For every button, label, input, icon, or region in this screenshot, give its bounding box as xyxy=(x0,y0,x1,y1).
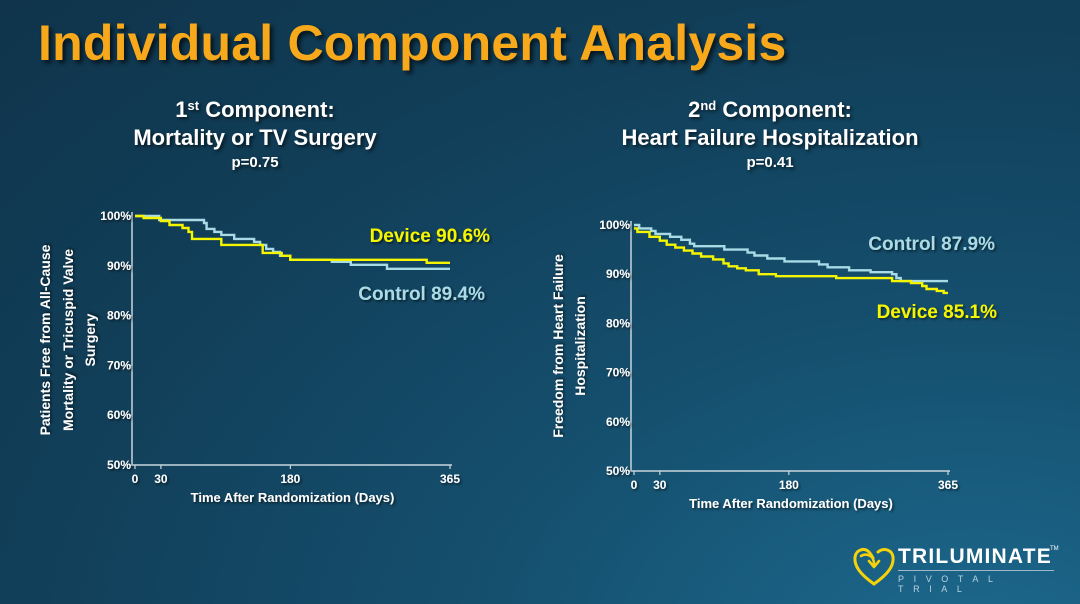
panel-2-ordinal-suffix: nd xyxy=(700,98,717,113)
logo-name: TRILUMINATE xyxy=(898,545,1052,568)
y-axis-title-line: Mortality or Tricuspid Valve xyxy=(60,249,76,431)
panel-1-heading-line1: 1st Component: xyxy=(90,96,420,124)
panel-1-heading-text: Component: xyxy=(199,97,335,122)
x-tick-label: 0 xyxy=(132,472,139,486)
x-tick-label: 365 xyxy=(938,478,958,492)
series-line-device xyxy=(634,227,948,295)
panel-1-ordinal: 1 xyxy=(175,97,188,122)
y-tick-label: 70% xyxy=(606,366,630,380)
y-axis-title-line: Patients Free from All-Cause xyxy=(37,244,53,435)
y-tick-label: 90% xyxy=(606,267,630,281)
y-tick-label: 80% xyxy=(107,309,131,323)
panel-1-heading-line2: Mortality or TV Surgery xyxy=(133,125,377,150)
x-axis-title: Time After Randomization (Days) xyxy=(191,490,395,505)
y-tick-label: 70% xyxy=(107,358,131,372)
y-tick-label: 50% xyxy=(107,458,131,472)
x-tick-label: 180 xyxy=(280,472,300,486)
x-axis-title: Time After Randomization (Days) xyxy=(689,496,893,511)
x-tick-label: 30 xyxy=(154,472,168,486)
series-line-control xyxy=(634,223,948,283)
panel-2-p-value: p=0.41 xyxy=(746,154,794,171)
panel-2-heading-line2: Heart Failure Hospitalization xyxy=(621,125,919,150)
logo-tagline: PIVOTAL TRIAL xyxy=(898,574,1003,594)
chart-1: 50% 60% 70% 80% 90% 100% 0 30 180 365 Time After R… xyxy=(37,209,490,505)
y-axis-title-line: Freedom from Heart Failure xyxy=(550,254,566,438)
x-tick-label: 30 xyxy=(653,478,667,492)
page-title: Individual Component Analysis xyxy=(38,15,787,71)
logo-divider xyxy=(898,570,1054,571)
chart-2: 50% 60% 70% 80% 90% 100% 0 30 180 365 Time After R… xyxy=(550,218,997,511)
y-tick-label: 50% xyxy=(606,464,630,478)
panel-2-heading-text: Component: xyxy=(716,97,852,122)
y-axis-title-line: Surgery xyxy=(82,313,98,366)
series-line-device xyxy=(135,214,450,264)
series-label-device: Device 90.6% xyxy=(370,226,491,247)
x-tick-label: 180 xyxy=(779,478,799,492)
panel-2-heading-line1: 2nd Component: xyxy=(580,96,960,124)
panel-1-ordinal-suffix: st xyxy=(187,98,200,113)
x-tick-label: 365 xyxy=(440,472,460,486)
series-label-control: Control 87.9% xyxy=(868,234,995,255)
y-tick-label: 100% xyxy=(100,209,131,223)
series-label-device: Device 85.1% xyxy=(877,302,998,323)
x-tick-label: 0 xyxy=(631,478,638,492)
y-tick-label: 90% xyxy=(107,259,131,273)
panel-1-heading: 1st Component: Mortality or TV Surgery p… xyxy=(90,96,420,174)
logo-trademark: TM xyxy=(1050,546,1059,552)
y-tick-label: 100% xyxy=(599,218,630,232)
y-tick-label: 60% xyxy=(107,408,131,422)
triluminate-logo: TRILUMINATE TM PIVOTAL TRIAL xyxy=(852,542,1062,594)
y-axis-title-line: Hospitalization xyxy=(572,296,588,396)
heart-arrow-icon xyxy=(853,548,895,586)
panel-2-ordinal: 2 xyxy=(688,97,701,122)
series-label-control: Control 89.4% xyxy=(358,284,485,305)
y-tick-label: 80% xyxy=(606,316,630,330)
y-tick-label: 60% xyxy=(606,415,630,429)
panel-1-p-value: p=0.75 xyxy=(231,154,279,171)
panel-2-heading: 2nd Component: Heart Failure Hospitaliza… xyxy=(580,96,960,174)
